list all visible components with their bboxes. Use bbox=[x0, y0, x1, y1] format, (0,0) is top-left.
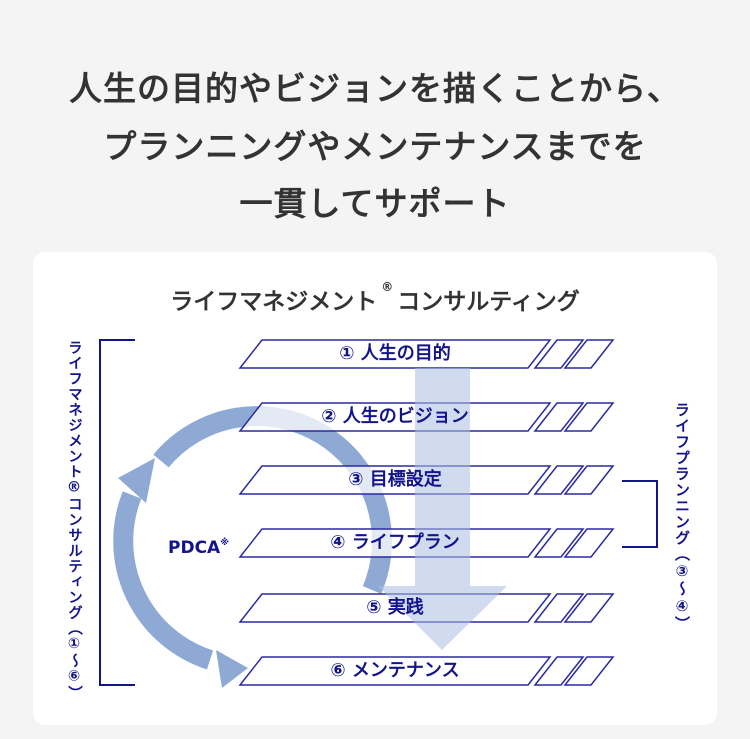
pdca-note-mark: ※ bbox=[220, 538, 229, 548]
pdca-text: PDCA bbox=[168, 538, 221, 558]
pdca-label: PDCA※ bbox=[168, 538, 229, 558]
card-title: ライフマネジメント®コンサルティング bbox=[0, 280, 750, 316]
headline-line-1: 人生の目的やビジョンを描くことから、 bbox=[69, 69, 681, 108]
right-vertical-label: ライフプランニング（③～④） bbox=[673, 402, 691, 632]
title-suffix: コンサルティング bbox=[397, 289, 580, 315]
step-bar-6 bbox=[238, 656, 615, 686]
step-bar-1 bbox=[238, 339, 615, 369]
step-2-label: ② 人生のビジョン bbox=[321, 406, 469, 427]
step-1-label: ① 人生の目的 bbox=[339, 343, 451, 364]
step-3-label: ③ 目標設定 bbox=[348, 469, 442, 490]
down-arrow bbox=[378, 368, 507, 650]
cycle-arc-left bbox=[113, 491, 214, 670]
headline-line-3: 一貫してサポート bbox=[239, 184, 511, 223]
left-vertical-label: ライフマネジメント®コンサルティング（①～⑥） bbox=[66, 340, 82, 701]
step-5-label: ⑤ 実践 bbox=[366, 597, 424, 618]
step-bar-4 bbox=[238, 528, 615, 558]
cycle-arrowhead-top bbox=[118, 458, 155, 503]
left-bracket bbox=[99, 339, 135, 686]
headline-line-2: プランニングやメンテナンスまでを bbox=[103, 127, 647, 166]
step-4-label: ④ ライフプラン bbox=[330, 532, 460, 553]
step-6-label: ⑥ メンテナンス bbox=[330, 660, 460, 681]
right-bracket bbox=[622, 480, 658, 548]
cycle-arrowhead-bottom bbox=[216, 650, 248, 688]
registered-mark: ® bbox=[381, 280, 394, 294]
cycle-arc-top bbox=[153, 406, 392, 594]
title-text: ライフマネジメント bbox=[170, 289, 378, 315]
